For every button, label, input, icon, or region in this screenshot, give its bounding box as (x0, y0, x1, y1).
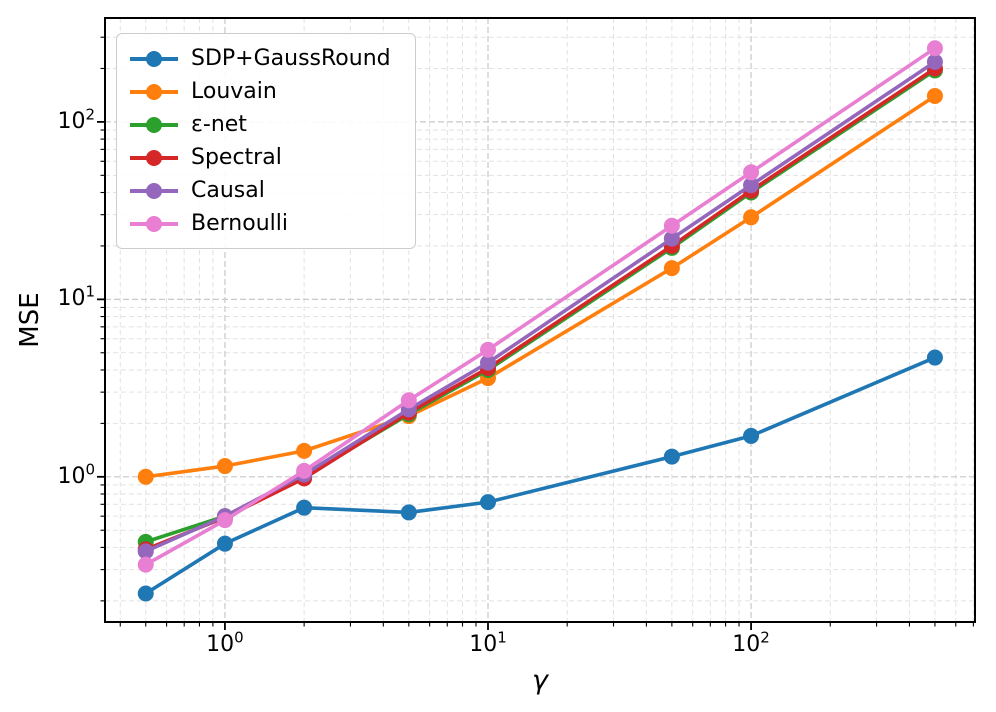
data-point-marker (926, 40, 943, 57)
data-point-marker (926, 349, 943, 366)
x-tick-label: 102 (732, 628, 770, 657)
data-point-marker (480, 354, 497, 371)
data-point-marker (663, 230, 680, 247)
data-point-marker (663, 217, 680, 234)
data-point-marker (296, 462, 313, 479)
series-bernoulli (137, 40, 943, 573)
legend-item: ε-net (129, 108, 403, 141)
legend-marker-icon (130, 116, 178, 133)
data-point-marker (216, 512, 233, 529)
legend-item: Spectral (129, 141, 403, 174)
data-point-marker (926, 53, 943, 70)
data-point-marker (400, 392, 417, 409)
data-point-marker (216, 535, 233, 552)
data-point-marker (663, 448, 680, 465)
series-line (143, 46, 937, 567)
legend-item-label: Spectral (191, 145, 282, 170)
series-line (143, 355, 937, 596)
data-point-marker (743, 209, 760, 226)
series-sdp-gaussround (137, 349, 943, 602)
data-point-marker (137, 585, 154, 602)
legend-item-label: SDP+GaussRound (191, 46, 391, 71)
data-point-marker (743, 177, 760, 194)
legend-item-label: Bernoulli (191, 211, 288, 236)
legend-item: Causal (129, 174, 403, 207)
data-point-marker (137, 556, 154, 573)
legend-marker-icon (130, 83, 178, 100)
data-point-marker (663, 260, 680, 277)
y-tick-label: 101 (57, 283, 95, 312)
data-point-marker (216, 458, 233, 475)
tick-marks (97, 36, 974, 630)
legend-item: Bernoulli (129, 207, 403, 240)
data-point-marker (480, 494, 497, 511)
data-point-marker (400, 504, 417, 521)
legend-item-label: Causal (191, 178, 265, 203)
y-tick-label: 102 (57, 105, 95, 134)
legend-marker-icon (130, 149, 178, 166)
legend-marker-icon (130, 50, 178, 67)
data-point-marker (296, 442, 313, 459)
series-line (143, 60, 937, 554)
legend-marker-icon (130, 215, 178, 232)
data-point-marker (743, 427, 760, 444)
legend-marker-icon (130, 182, 178, 199)
data-point-marker (137, 543, 154, 560)
legend-item: SDP+GaussRound (129, 42, 403, 75)
series-line (143, 94, 937, 479)
axes-spines (104, 17, 976, 623)
data-point-marker (137, 468, 154, 485)
data-point-marker (480, 341, 497, 358)
data-point-marker (296, 499, 313, 516)
y-axis-label: MSE (15, 292, 45, 348)
y-tick-label: 100 (57, 460, 95, 489)
legend-item: Louvain (129, 75, 403, 108)
x-axis-label: γ (532, 665, 548, 696)
legend-item-label: Louvain (191, 79, 277, 104)
data-point-marker (743, 164, 760, 181)
x-tick-label: 101 (469, 628, 507, 657)
data-point-marker (926, 87, 943, 104)
legend-item-label: ε-net (191, 112, 247, 137)
x-tick-label: 100 (206, 628, 244, 657)
legend: SDP+GaussRound Louvain ε-net Spectral Causal… (116, 33, 416, 249)
